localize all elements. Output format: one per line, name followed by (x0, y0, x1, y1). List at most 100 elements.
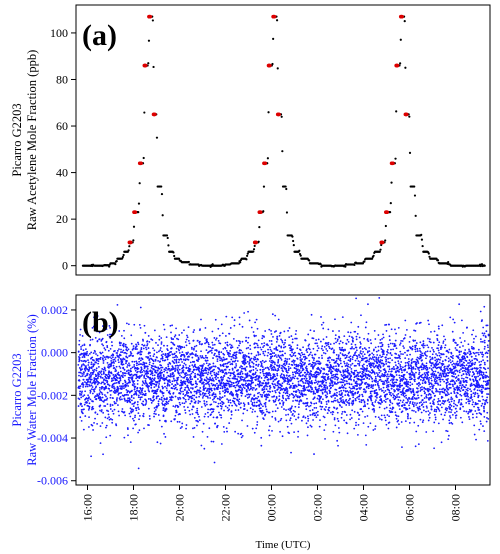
panel-b-point (294, 375, 297, 378)
panel-b-point (290, 422, 293, 425)
panel-b-point (293, 363, 296, 366)
panel-b-point (169, 354, 171, 357)
panel-b-point (231, 316, 234, 319)
panel-b-point (141, 358, 144, 361)
panel-b-point (111, 421, 114, 424)
panel-b-point (350, 375, 353, 378)
panel-b-point (340, 416, 343, 419)
panel-b-point (196, 383, 198, 386)
panel-b-point (185, 392, 188, 395)
panel-b-point (180, 379, 182, 382)
panel-b-point (231, 381, 233, 384)
panel-b-point (235, 357, 238, 359)
panel-b-point (114, 368, 117, 371)
panel-b-point (359, 342, 362, 345)
panel-b-point (342, 350, 345, 352)
panel-b-point (358, 414, 361, 416)
panel-b-point (132, 374, 135, 377)
panel-b-point (124, 380, 127, 383)
panel-b-point (305, 408, 308, 411)
panel-b-point (304, 371, 307, 374)
panel-b-point (333, 407, 336, 409)
panel-b-point (234, 386, 237, 389)
panel-b-point (122, 382, 124, 385)
panel-b-point (264, 367, 267, 369)
panel-b-point (241, 376, 244, 379)
panel-b-point (303, 384, 306, 387)
panel-b-point (263, 379, 266, 382)
panel-b-point (335, 359, 338, 362)
panel-b-point (293, 395, 296, 398)
panel-b-point (255, 360, 258, 363)
panel-b-point (274, 363, 276, 366)
panel-b-point (190, 380, 192, 383)
panel-b-point (279, 402, 281, 405)
panel-b-point (204, 379, 207, 382)
panel-b-point (118, 382, 121, 385)
panel-b-point (142, 415, 145, 418)
panel-b-point (153, 386, 156, 389)
panel-b-point (236, 396, 239, 398)
panel-b-point (95, 381, 97, 384)
panel-b-point (114, 360, 117, 363)
panel-b-point (297, 413, 300, 416)
panel-b-point (126, 382, 129, 385)
panel-b-point (263, 368, 265, 371)
panel-b-point (148, 340, 151, 343)
panel-a-point (384, 224, 387, 228)
panel-b-point (297, 380, 300, 383)
panel-b-point (309, 362, 311, 365)
panel-b-point (302, 415, 305, 418)
panel-b-point (325, 344, 328, 347)
panel-b-point (91, 392, 94, 395)
panel-b-point (130, 399, 133, 402)
panel-b-point (156, 441, 159, 444)
panel-b-point (140, 368, 143, 371)
panel-b-point (337, 420, 340, 422)
panel-b-point (230, 413, 233, 416)
panel-b-point (224, 341, 227, 344)
panel-b-point (106, 397, 109, 400)
panel-b-point (238, 323, 241, 326)
panel-b-point (258, 391, 260, 394)
panel-b-point (335, 365, 337, 368)
panel-b-point (269, 386, 272, 389)
panel-a-point (308, 259, 311, 262)
panel-b-point (91, 382, 93, 385)
panel-b-point (281, 339, 283, 342)
panel-b-point (299, 354, 302, 357)
panel-b-point (191, 397, 194, 399)
panel-b-point (82, 360, 85, 363)
panel-b-point (124, 343, 127, 346)
panel-b-point (363, 391, 365, 393)
panel-b-point (362, 399, 365, 401)
panel-b-point (128, 364, 131, 366)
panel-b-point (286, 358, 289, 360)
panel-b-point (190, 375, 192, 378)
panel-b-point (145, 356, 148, 358)
panel-b-point (164, 359, 167, 362)
panel-b-point (174, 384, 177, 386)
panel-b-point (95, 353, 97, 355)
panel-b-point (136, 386, 139, 389)
panel-b-point (238, 316, 241, 319)
panel-b-point (284, 345, 287, 348)
panel-b-point (171, 324, 174, 327)
panel-b-point (276, 374, 279, 377)
panel-b-point (258, 375, 261, 378)
panel-b-point (329, 382, 331, 385)
panel-b-point (132, 427, 135, 430)
panel-b-point (194, 390, 197, 393)
panel-b-point (189, 402, 192, 405)
panel-a-point (436, 259, 440, 262)
panel-b-point (212, 365, 215, 368)
panel-b-point (230, 383, 233, 386)
panel-b-point (320, 408, 323, 411)
panel-b-point (311, 382, 314, 385)
panel-b-point (331, 358, 333, 361)
panel-b-point (310, 425, 313, 428)
panel-a-point (319, 263, 322, 266)
panel-b-point (235, 340, 238, 342)
panel-b-point (209, 346, 212, 349)
panel-b-point (286, 382, 289, 385)
